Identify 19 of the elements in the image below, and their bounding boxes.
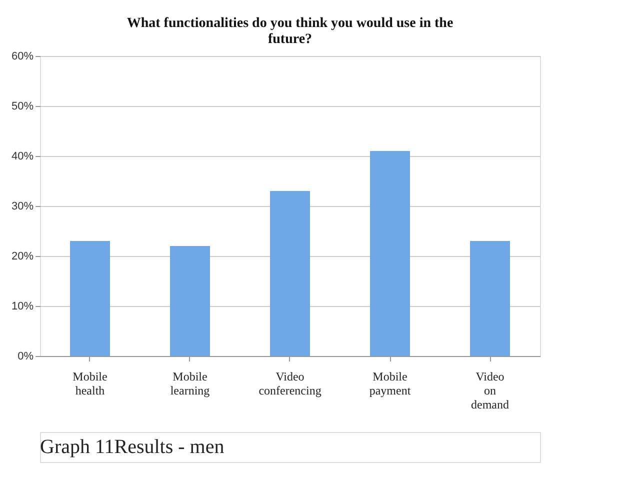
caption: Graph 11Results - men [40, 436, 224, 458]
bar [370, 151, 410, 356]
y-tick-label: 40% [11, 150, 34, 162]
y-tick-label: 30% [11, 200, 34, 212]
chart-title: What functionalities do you think you would use in the future? [126, 16, 454, 47]
x-tick-label: Mobile payment [369, 370, 412, 398]
bar [270, 191, 310, 356]
bar [170, 246, 210, 356]
y-tick-label: 50% [11, 100, 34, 112]
y-tick-label: 20% [11, 250, 34, 262]
x-tick-label: Mobile health [72, 370, 108, 398]
y-tick-label: 10% [11, 300, 34, 312]
x-tick-label: Video on demand [471, 370, 509, 412]
y-tick-label: 0% [18, 350, 34, 362]
x-tick-label: Mobile learning [170, 370, 210, 398]
y-tick-label: 60% [11, 50, 34, 62]
bar [470, 241, 510, 356]
x-tick-label: Video conferencing [258, 370, 322, 398]
bar [70, 241, 110, 356]
